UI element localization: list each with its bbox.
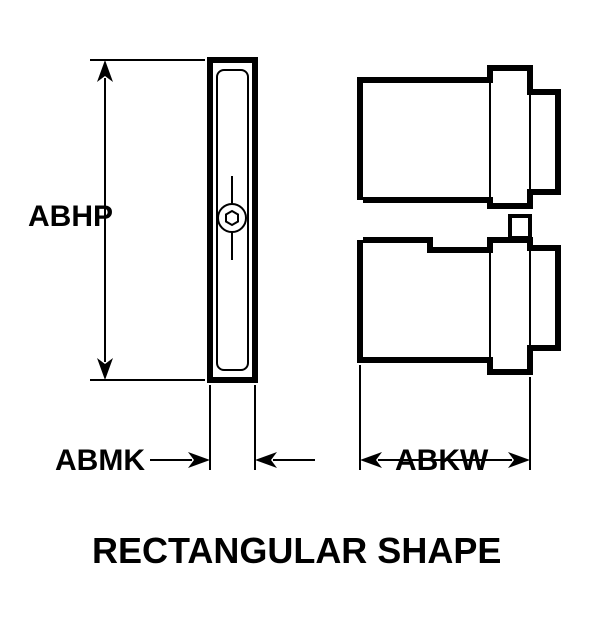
diagram-svg xyxy=(0,0,604,612)
right-part xyxy=(360,68,558,372)
abmk-label: ABMK xyxy=(55,444,145,478)
diagram-title: RECTANGULAR SHAPE xyxy=(92,530,501,572)
abmk-dimension xyxy=(150,385,315,470)
abkw-label: ABKW xyxy=(395,444,488,478)
abhp-label: ABHP xyxy=(28,200,113,234)
left-part xyxy=(210,60,255,380)
diagram-canvas: ABHP ABMK ABKW RECTANGULAR SHAPE xyxy=(0,0,604,612)
